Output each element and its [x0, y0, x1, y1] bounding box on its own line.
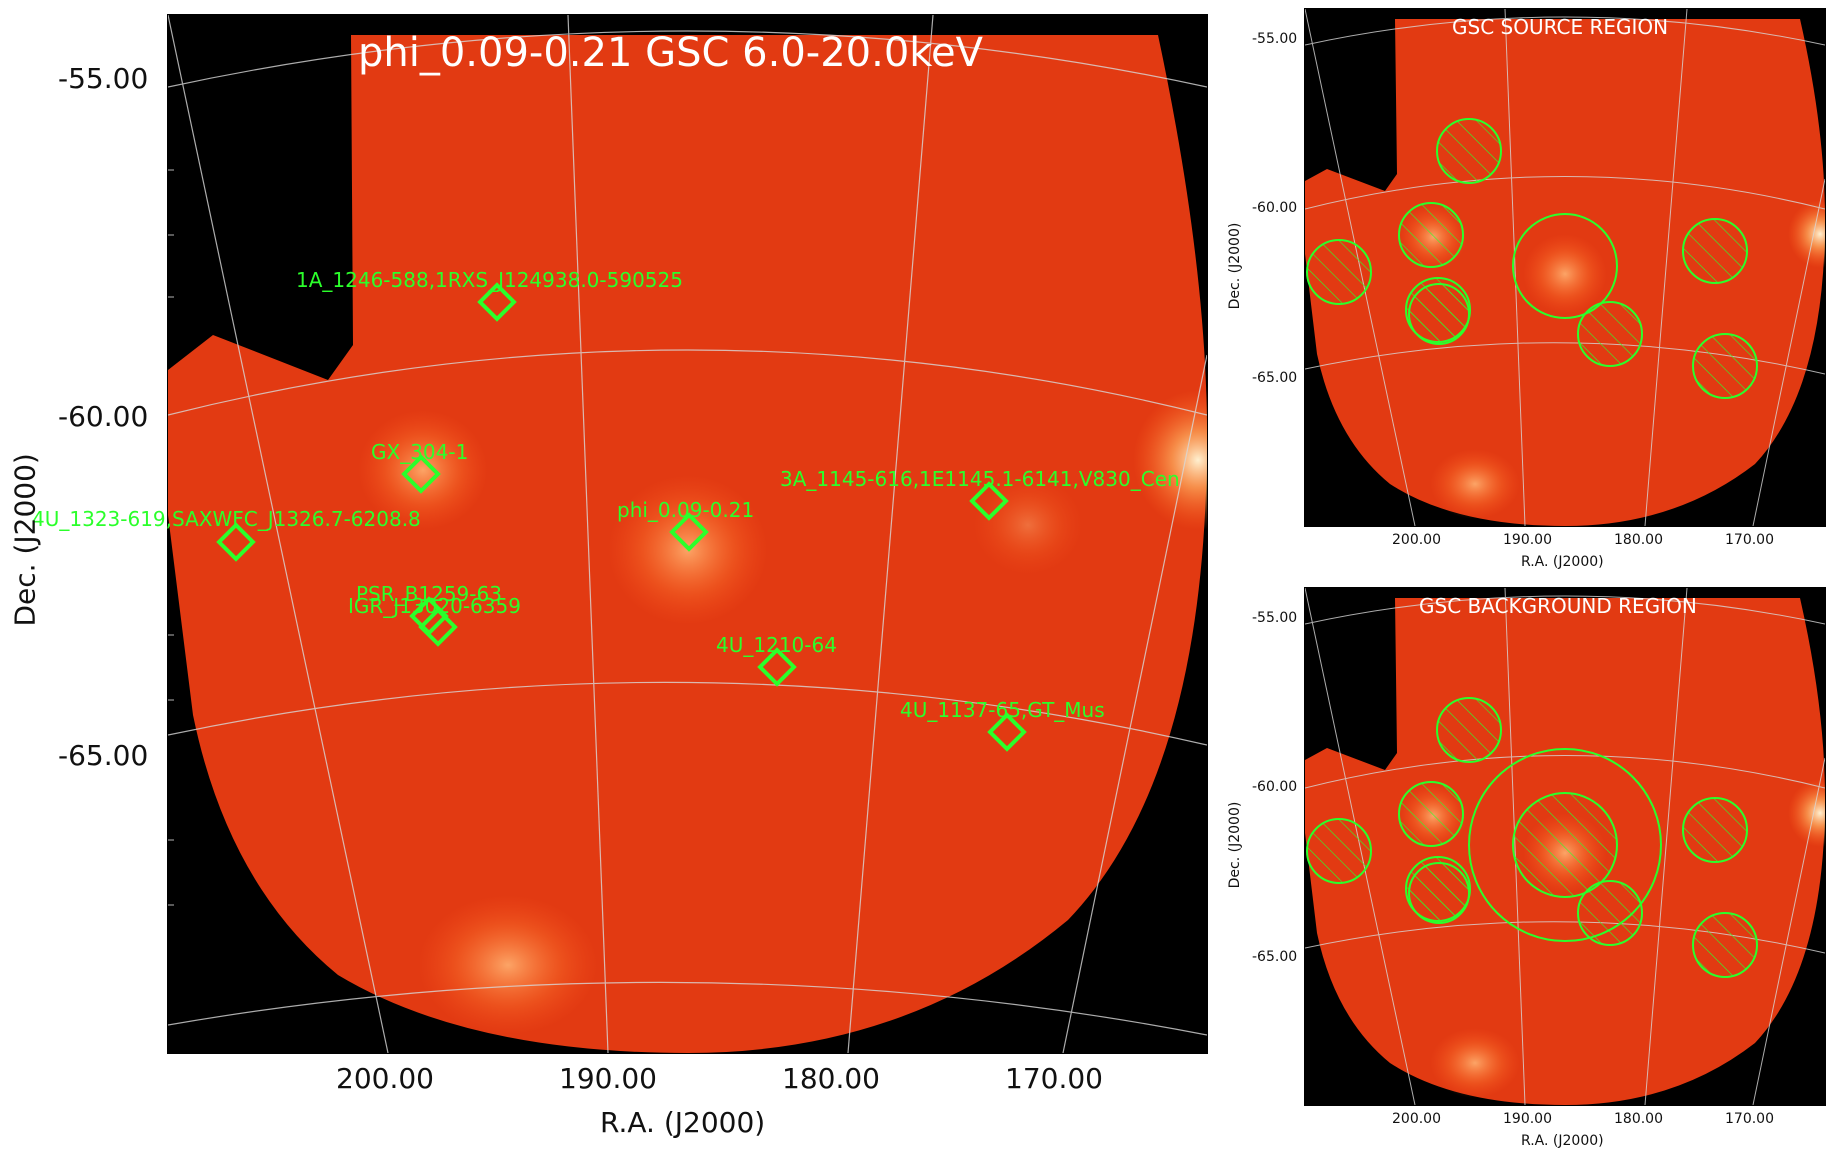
source-label: 4U_1137-65,GT_Mus [900, 698, 1105, 722]
source-region-image [1304, 8, 1826, 527]
x-tick-label: 200.00 [1392, 1111, 1441, 1127]
y-tick-label: -65.00 [1252, 949, 1298, 965]
y-tick-label: -60.00 [1252, 200, 1298, 216]
background-region-image [1304, 587, 1826, 1106]
source-label: phi_0.09-0.21 [617, 498, 754, 522]
source-markers [216, 282, 1027, 752]
source-glow [418, 895, 598, 1035]
excluded-region [1512, 792, 1618, 898]
y-tick-label: -65.00 [1252, 370, 1298, 386]
y-tick-label: -60.00 [1252, 779, 1298, 795]
source-marker [216, 522, 256, 562]
x-tick-label: 200.00 [1392, 532, 1441, 548]
y-tick-label: -55.00 [1252, 31, 1298, 47]
source-glow [358, 410, 488, 530]
x-tick-label: 170.00 [1725, 532, 1774, 548]
x-axis-title: R.A. (J2000) [1521, 1133, 1604, 1149]
source-glow [1133, 390, 1207, 530]
region-circles [1306, 118, 1758, 399]
excluded-region [1436, 118, 1502, 184]
coordinate-grid [168, 15, 1207, 1053]
excluded-region [1577, 880, 1643, 946]
y-tick-label: -55.00 [58, 62, 149, 95]
x-tick-label: 200.00 [336, 1062, 434, 1095]
source-marker [409, 596, 449, 636]
excluded-region [1436, 697, 1502, 763]
source-label: IGR_J13020-6359 [348, 594, 521, 618]
excluded-region [1408, 283, 1470, 345]
x-tick-label: 180.00 [782, 1062, 880, 1095]
source-label-overflow: 4U_1323-619,SAXWFC_J1326.7-6208.8 [32, 507, 421, 531]
y-axis-title: Dec. (J2000) [1227, 222, 1243, 310]
source-label: 4U_1210-64 [716, 633, 837, 657]
excluded-region [1306, 239, 1372, 305]
x-tick-label: 190.00 [1503, 532, 1552, 548]
background-region [1468, 748, 1662, 942]
source-label: GX_304-1 [371, 440, 468, 464]
region-circles [1306, 697, 1758, 978]
excluded-region [1398, 202, 1464, 268]
source-region-title: GSC SOURCE REGION [1452, 15, 1669, 39]
source-label: 3A_1145-616,1E1145.1-6141,V830_Cen [780, 467, 1180, 491]
y-axis-title: Dec. (J2000) [1227, 801, 1243, 889]
excluded-region [1692, 333, 1758, 399]
source-marker [477, 282, 517, 322]
source-marker [987, 712, 1027, 752]
x-axis-title: R.A. (J2000) [1521, 554, 1604, 570]
excluded-region [1682, 797, 1748, 863]
x-tick-label: 190.00 [559, 1062, 657, 1095]
excluded-region [1577, 301, 1643, 367]
main-sky-svg: 1A_1246-588,1RXS_J124938.0-590525 GX_304… [168, 15, 1207, 1053]
excluded-region [1692, 912, 1758, 978]
main-sky-image: 1A_1246-588,1RXS_J124938.0-590525 GX_304… [167, 14, 1208, 1054]
x-tick-label: 170.00 [1005, 1062, 1103, 1095]
source-marker [401, 454, 441, 494]
background-region-title: GSC BACKGROUND REGION [1419, 594, 1697, 618]
excluded-region [1398, 781, 1464, 847]
x-tick-label: 190.00 [1503, 1111, 1552, 1127]
main-title: phi_0.09-0.21 GSC 6.0-20.0keV [358, 30, 983, 76]
source-marker [757, 647, 797, 687]
source-region [1512, 213, 1618, 319]
y-axis-title: Dec. (J2000) [8, 453, 42, 627]
x-tick-label: 180.00 [1614, 532, 1663, 548]
x-axis-title: R.A. (J2000) [600, 1106, 766, 1139]
excluded-region [1682, 218, 1748, 284]
source-label: 1A_1246-588,1RXS_J124938.0-590525 [296, 268, 683, 292]
y-tick-label: -65.00 [58, 739, 149, 772]
source-label: PSR_B1259-63 [356, 582, 502, 606]
source-marker [418, 607, 458, 647]
x-tick-label: 180.00 [1614, 1111, 1663, 1127]
y-tick-label: -60.00 [58, 400, 149, 433]
source-glow [973, 475, 1083, 575]
excluded-region [1408, 862, 1470, 924]
y-tick-label: -55.00 [1252, 610, 1298, 626]
source-marker [669, 512, 709, 552]
source-marker [969, 481, 1009, 521]
x-tick-label: 170.00 [1725, 1111, 1774, 1127]
excluded-region [1306, 818, 1372, 884]
